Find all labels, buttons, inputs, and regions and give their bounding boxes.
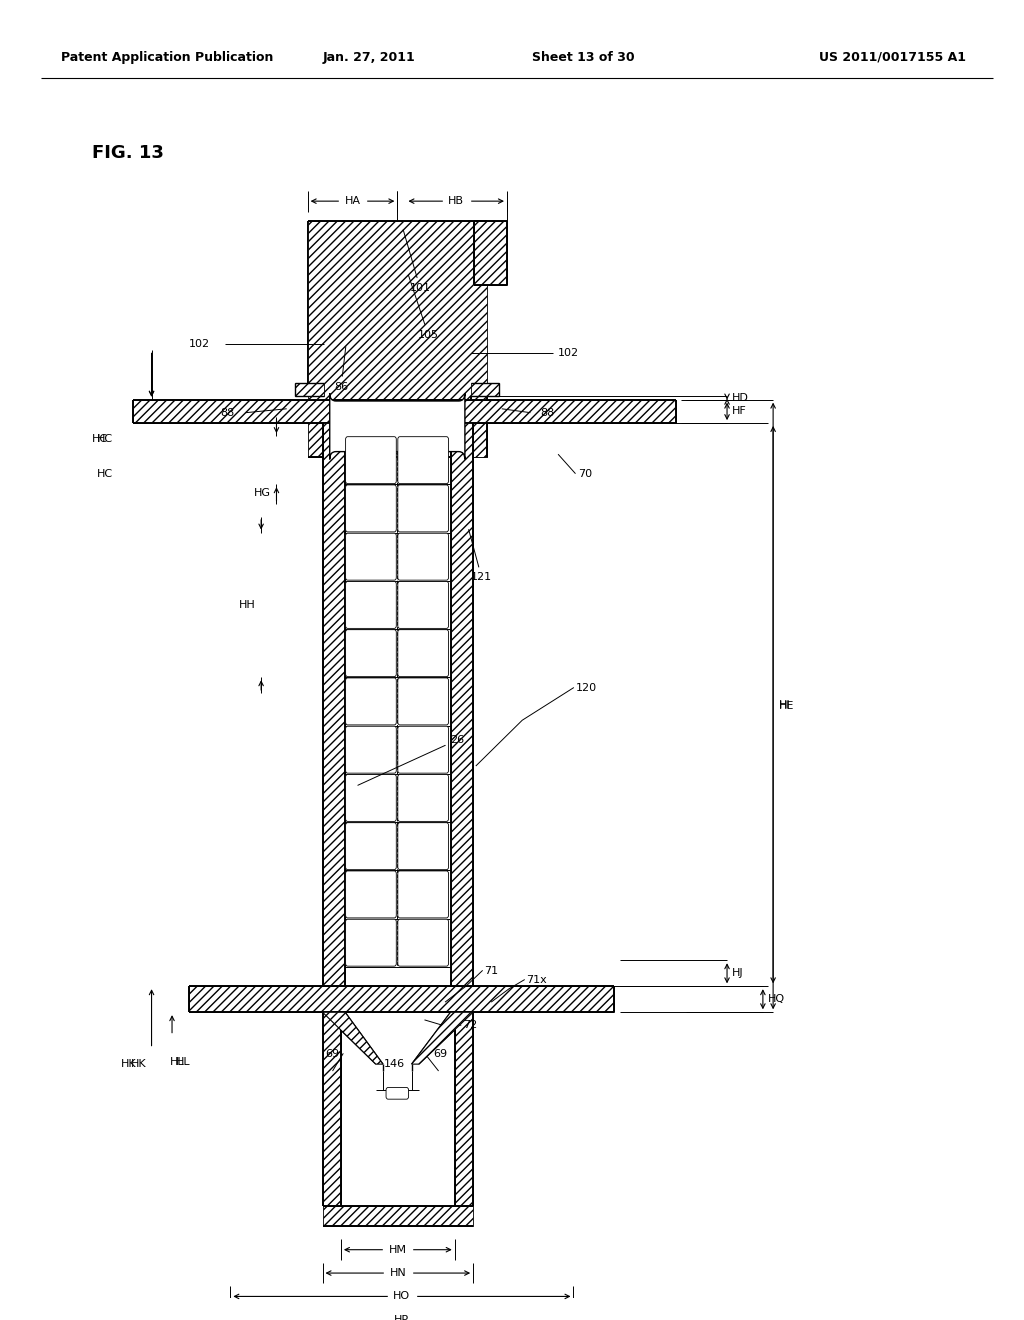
Text: 102: 102: [558, 348, 580, 358]
FancyBboxPatch shape: [346, 919, 396, 966]
FancyBboxPatch shape: [397, 919, 449, 966]
Bar: [323, 422, 345, 986]
FancyBboxPatch shape: [397, 822, 449, 870]
Text: HK: HK: [121, 1059, 136, 1069]
Text: HQ: HQ: [768, 994, 785, 1005]
FancyBboxPatch shape: [397, 678, 449, 725]
Text: 101: 101: [403, 230, 431, 293]
FancyBboxPatch shape: [397, 775, 449, 821]
Text: HG: HG: [254, 487, 271, 498]
Text: HN: HN: [389, 1269, 407, 1278]
FancyBboxPatch shape: [346, 484, 396, 532]
Text: 86: 86: [334, 347, 348, 392]
Bar: [189, 986, 614, 1012]
Text: HA: HA: [344, 197, 360, 206]
Text: 71: 71: [484, 966, 499, 975]
FancyBboxPatch shape: [397, 533, 449, 581]
Text: HC: HC: [97, 469, 114, 479]
Bar: [323, 1012, 341, 1205]
Text: US 2011/0017155 A1: US 2011/0017155 A1: [819, 50, 967, 63]
Bar: [307, 220, 324, 396]
Text: 69: 69: [433, 1049, 447, 1059]
Text: HM: HM: [389, 1245, 407, 1255]
Text: 120: 120: [575, 682, 597, 693]
FancyBboxPatch shape: [346, 581, 396, 628]
FancyBboxPatch shape: [346, 533, 396, 581]
FancyBboxPatch shape: [397, 871, 449, 917]
Text: HL: HL: [170, 1056, 184, 1067]
Text: 70: 70: [579, 469, 593, 479]
Text: HC: HC: [97, 434, 114, 444]
FancyBboxPatch shape: [397, 437, 449, 483]
Text: HD: HD: [732, 393, 749, 403]
Text: HJ: HJ: [732, 969, 743, 978]
Bar: [451, 422, 473, 986]
Text: 88: 88: [220, 408, 234, 417]
Text: HE: HE: [779, 701, 795, 711]
FancyBboxPatch shape: [346, 678, 396, 725]
Text: Patent Application Publication: Patent Application Publication: [61, 50, 273, 63]
Text: HH: HH: [240, 599, 256, 610]
FancyBboxPatch shape: [346, 822, 396, 870]
FancyBboxPatch shape: [346, 630, 396, 677]
Text: 72: 72: [463, 1020, 477, 1030]
FancyBboxPatch shape: [346, 775, 396, 821]
Text: 69: 69: [326, 1049, 340, 1059]
FancyBboxPatch shape: [346, 437, 396, 483]
Bar: [323, 1205, 473, 1226]
Text: 105: 105: [409, 275, 439, 339]
Bar: [474, 220, 507, 285]
Bar: [471, 383, 500, 396]
FancyBboxPatch shape: [330, 393, 465, 459]
FancyBboxPatch shape: [397, 484, 449, 532]
Polygon shape: [323, 1012, 383, 1064]
FancyBboxPatch shape: [397, 581, 449, 628]
Text: HF: HF: [732, 407, 746, 416]
Text: Sheet 13 of 30: Sheet 13 of 30: [532, 50, 635, 63]
Text: HL: HL: [176, 1056, 190, 1067]
Text: 26: 26: [357, 735, 465, 785]
FancyBboxPatch shape: [386, 1088, 409, 1100]
Text: HC: HC: [92, 434, 109, 444]
Bar: [455, 1012, 473, 1205]
Text: 146: 146: [384, 1059, 404, 1069]
FancyBboxPatch shape: [346, 871, 396, 917]
Text: 71x: 71x: [526, 974, 547, 985]
Text: HO: HO: [393, 1291, 411, 1302]
Bar: [307, 220, 487, 457]
Text: 121: 121: [469, 529, 493, 582]
Text: 88: 88: [541, 408, 555, 417]
Text: HI: HI: [779, 700, 791, 710]
FancyBboxPatch shape: [397, 726, 449, 774]
Polygon shape: [412, 1012, 473, 1064]
FancyBboxPatch shape: [346, 726, 396, 774]
Text: 102: 102: [188, 339, 210, 348]
Text: HK: HK: [131, 1059, 146, 1069]
FancyBboxPatch shape: [397, 630, 449, 677]
Bar: [471, 396, 487, 457]
Bar: [133, 400, 676, 422]
Text: HB: HB: [449, 197, 464, 206]
Text: HP: HP: [394, 1315, 410, 1320]
Bar: [295, 383, 324, 396]
Text: Jan. 27, 2011: Jan. 27, 2011: [323, 50, 415, 63]
Text: FIG. 13: FIG. 13: [92, 144, 164, 162]
